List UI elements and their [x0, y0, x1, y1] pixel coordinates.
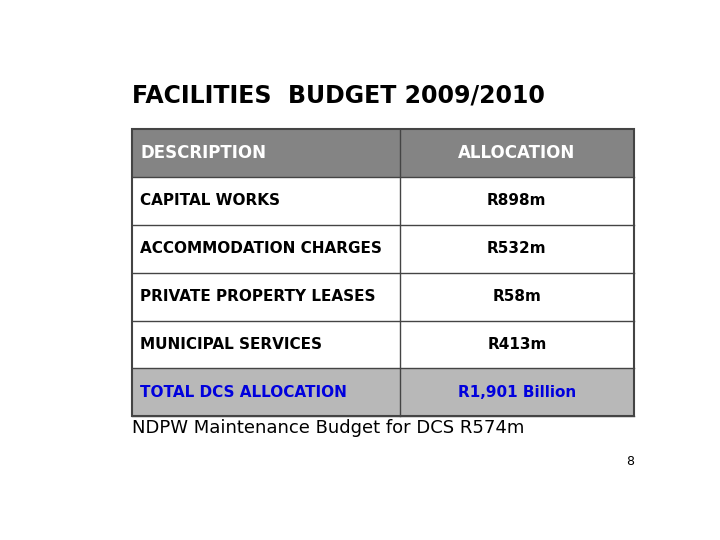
Bar: [132, 273, 634, 321]
Text: R1,901 Billion: R1,901 Billion: [458, 384, 576, 400]
Bar: [132, 321, 634, 368]
Text: R413m: R413m: [487, 337, 546, 352]
Text: PRIVATE PROPERTY LEASES: PRIVATE PROPERTY LEASES: [140, 289, 376, 304]
Text: TOTAL DCS ALLOCATION: TOTAL DCS ALLOCATION: [140, 384, 347, 400]
Text: ACCOMMODATION CHARGES: ACCOMMODATION CHARGES: [140, 241, 382, 256]
Text: R58m: R58m: [492, 289, 541, 304]
Bar: [132, 225, 634, 273]
Bar: [132, 129, 634, 416]
Bar: [132, 177, 634, 225]
Text: FACILITIES  BUDGET 2009/2010: FACILITIES BUDGET 2009/2010: [132, 84, 545, 107]
Text: R532m: R532m: [487, 241, 546, 256]
Text: NDPW Maintenance Budget for DCS R574m: NDPW Maintenance Budget for DCS R574m: [132, 419, 524, 437]
Bar: [132, 368, 634, 416]
Text: DESCRIPTION: DESCRIPTION: [140, 144, 266, 162]
Bar: [132, 129, 634, 177]
Text: ALLOCATION: ALLOCATION: [458, 144, 575, 162]
Text: MUNICIPAL SERVICES: MUNICIPAL SERVICES: [140, 337, 323, 352]
Text: 8: 8: [626, 455, 634, 468]
Text: R898m: R898m: [487, 193, 546, 208]
Text: CAPITAL WORKS: CAPITAL WORKS: [140, 193, 280, 208]
